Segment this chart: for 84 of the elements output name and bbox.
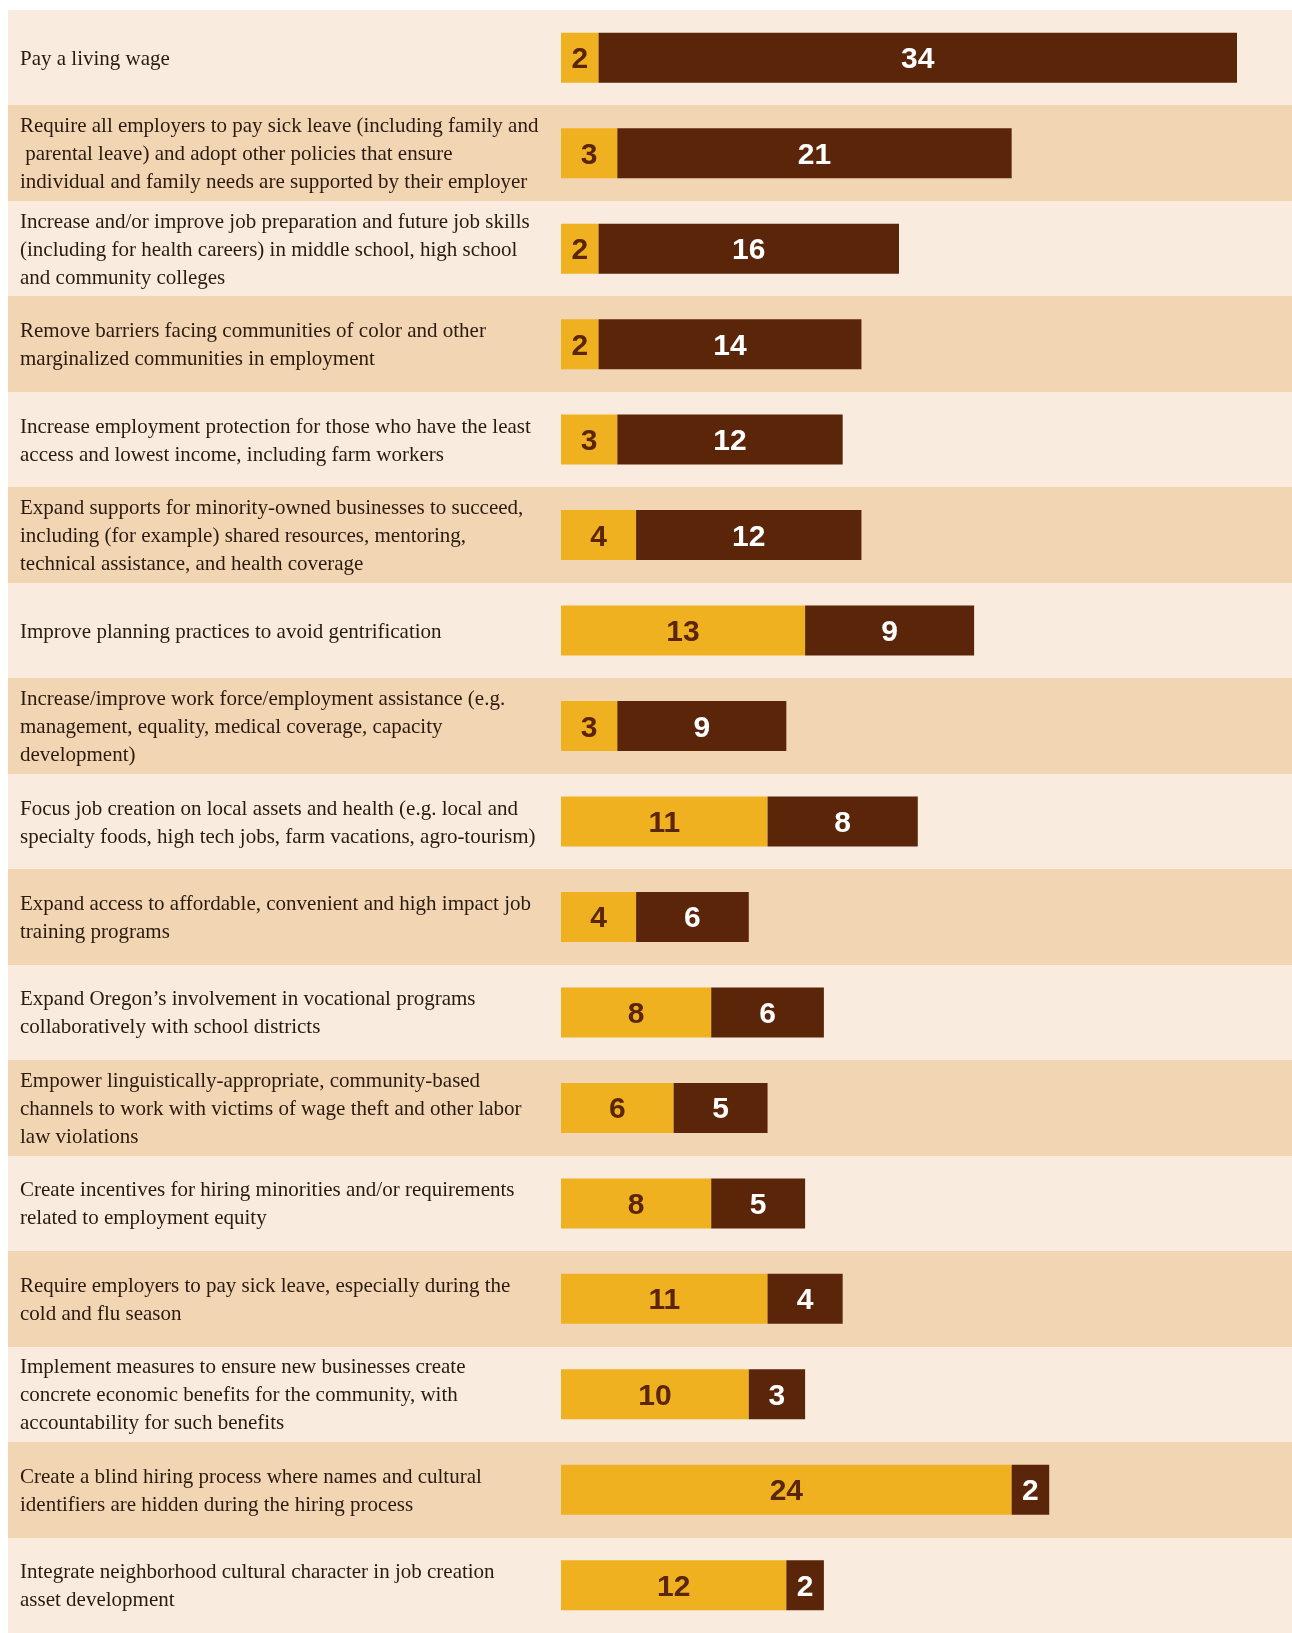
- bar: [711, 987, 824, 1038]
- bar: [561, 319, 599, 370]
- data-label: 8: [627, 995, 645, 1029]
- data-label: 4: [590, 518, 608, 552]
- data-label: 2: [1022, 1473, 1039, 1507]
- y-tick-label: Empower linguistically-appropriate, community-based channels to work with victims of wage theft and other labor law violations: [20, 1067, 527, 1148]
- data-label: 9: [693, 709, 711, 743]
- data-label: 14: [713, 327, 747, 361]
- y-tick-label: Improve planning practices to avoid gentrification: [20, 618, 443, 643]
- data-label: 11: [648, 1282, 681, 1316]
- y-tick-label: Create incentives for hiring minorities and/or requirements related to employment equity: [20, 1177, 520, 1230]
- bar: [767, 1273, 843, 1324]
- bar: [561, 414, 618, 465]
- bar: [673, 1082, 768, 1133]
- bar: [636, 891, 749, 942]
- bar: [561, 1178, 712, 1229]
- data-label: 5: [749, 1186, 767, 1220]
- y-tick-label: Expand access to affordable, convenient and high impact job training programs: [20, 890, 537, 943]
- data-label: 11: [648, 805, 681, 838]
- data-label: 6: [608, 1091, 626, 1125]
- data-label: 12: [713, 423, 747, 457]
- data-label: 13: [666, 614, 700, 648]
- data-label: 2: [571, 327, 589, 361]
- y-tick-label: Increase and/or improve job preparation and future job skills (including for health careers) in middle school, high school and community colleges: [20, 208, 535, 289]
- y-tick-label: Remove barriers facing communities of color and other marginalized communities in employment: [20, 318, 492, 371]
- data-label: 10: [638, 1377, 672, 1411]
- y-tick-label: Integrate neighborhood cultural character in job creation asset development: [20, 1559, 500, 1612]
- bar: [561, 1464, 1012, 1515]
- data-label: 21: [797, 136, 832, 170]
- bar: [711, 1178, 806, 1229]
- bar: [617, 414, 843, 465]
- data-label: 5: [712, 1091, 729, 1125]
- y-tick-label: Implement measures to ensure new businesses create concrete economic benefits for the community, with accountability for such benefits: [20, 1354, 471, 1435]
- bar: [748, 1369, 806, 1420]
- bar: [561, 605, 806, 656]
- bar: [617, 701, 787, 752]
- y-tick-label: Expand supports for minority-owned businesses to succeed, including (for example) shared resources, mentoring, technical assistance, and health coverage: [20, 495, 529, 576]
- y-tick-label: Increase employment protection for those who have the least access and lowest income, including farm workers: [20, 413, 537, 466]
- data-label: 6: [684, 900, 701, 934]
- data-label: 4: [796, 1282, 814, 1316]
- bar: [561, 32, 599, 83]
- data-label: 12: [732, 518, 766, 552]
- bar: [561, 796, 768, 847]
- bar: [561, 223, 599, 274]
- y-tick-label: Increase/improve work force/employment assistance (e.g. management, equality, medical coverage, capacity development): [20, 686, 511, 767]
- bar: [636, 510, 862, 561]
- data-label: 3: [580, 136, 598, 170]
- bar: [561, 701, 618, 752]
- bar: [786, 1560, 824, 1611]
- bar: [598, 319, 862, 370]
- bar: [617, 128, 1012, 179]
- data-label: 24: [769, 1473, 804, 1507]
- data-label: 4: [590, 900, 608, 934]
- data-label: 3: [580, 423, 598, 457]
- data-label: 2: [796, 1568, 814, 1602]
- bar: [561, 987, 712, 1038]
- y-tick-label: Create a blind hiring process where names and cultural identifiers are hidden during the hiring process: [20, 1463, 488, 1516]
- bar: [561, 128, 618, 179]
- bar: [561, 1273, 768, 1324]
- y-tick-label: Require employers to pay sick leave, especially during the cold and flu season: [20, 1272, 516, 1325]
- bar: [561, 1369, 749, 1420]
- bar: [561, 1082, 674, 1133]
- data-label: 3: [768, 1377, 786, 1411]
- bar: [767, 796, 918, 847]
- data-label: 2: [571, 232, 589, 266]
- bar: [598, 32, 1237, 83]
- data-label: 34: [901, 41, 935, 75]
- bar: [561, 510, 637, 561]
- bar: [561, 1560, 787, 1611]
- bar: [561, 891, 637, 942]
- y-tick-label: Pay a living wage: [20, 45, 170, 70]
- y-tick-label: Expand Oregon’s involvement in vocational programs collaboratively with school districts: [20, 986, 481, 1039]
- data-label: 8: [834, 805, 852, 838]
- bar: [805, 605, 975, 656]
- data-label: 12: [656, 1568, 691, 1602]
- data-label: 6: [759, 995, 776, 1029]
- data-label: 16: [732, 232, 766, 266]
- y-tick-label: Require all employers to pay sick leave (including family and parental leave) and adopt other policies that ensure individual and family needs are supported by their employer: [20, 113, 539, 194]
- data-label: 3: [580, 709, 598, 743]
- bar: [598, 223, 899, 274]
- data-label: 9: [881, 614, 898, 648]
- data-label: 8: [627, 1186, 645, 1220]
- data-label: 2: [571, 41, 589, 75]
- y-tick-label: Focus job creation on local assets and health (e.g. local and specialty foods, high tech jobs, farm vacations, agro-tourism): [20, 795, 536, 848]
